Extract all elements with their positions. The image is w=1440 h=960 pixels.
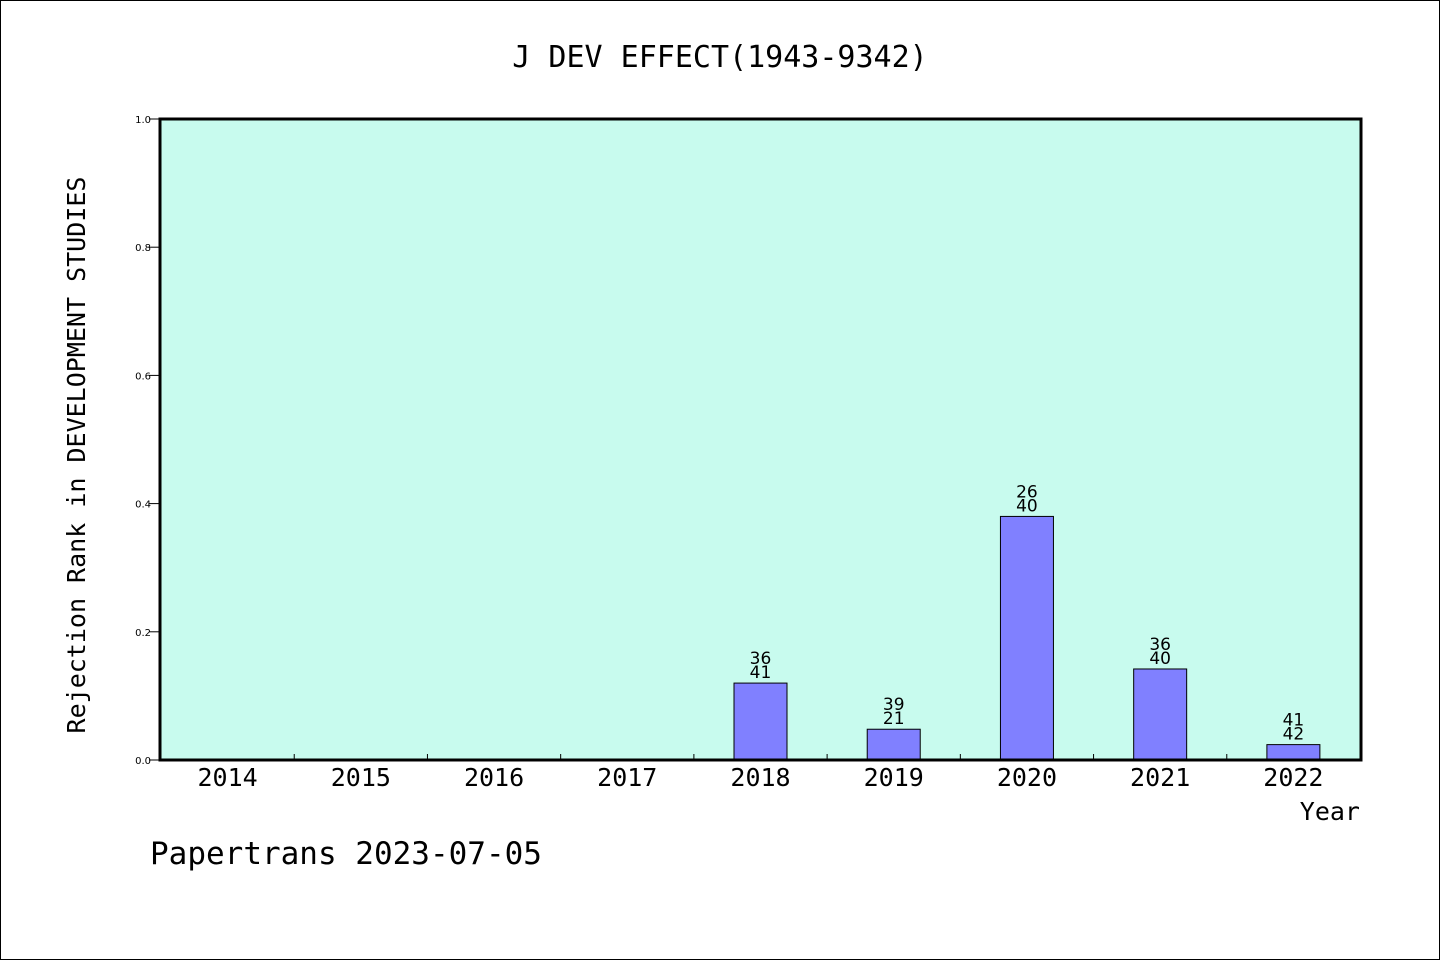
bar <box>733 682 788 761</box>
x-tick-label: 2020 <box>997 763 1057 792</box>
y-tick-label: 0.8 <box>135 243 151 254</box>
bar-label-bottom: 21 <box>883 709 905 729</box>
bar-label-top: 36 <box>1149 635 1171 655</box>
bar-label-bottom: 40 <box>1016 496 1038 516</box>
y-tick-label: 0.0 <box>135 756 151 767</box>
bar <box>999 515 1054 761</box>
plot-area <box>160 119 1361 760</box>
plot-border <box>158 117 1363 762</box>
x-tick-label: 2016 <box>464 763 524 792</box>
y-tick-label: 0.4 <box>135 500 151 511</box>
x-tick-label: 2021 <box>1130 763 1190 792</box>
bar-label-bottom: 41 <box>750 663 772 683</box>
bar <box>866 728 921 761</box>
x-tick-label: 2022 <box>1263 763 1323 792</box>
x-tick-label: 2018 <box>730 763 790 792</box>
x-tick-label: 2014 <box>198 763 258 792</box>
x-tick-label: 2015 <box>331 763 391 792</box>
x-axis: 2014 2015 2016 2017 2018 2019 2020 2021 2022 <box>198 754 1323 792</box>
bar-label-top: 36 <box>750 649 772 669</box>
x-axis-label: Year <box>1300 797 1360 826</box>
bar-label-bottom: 40 <box>1149 649 1171 669</box>
bar-label-top: 39 <box>883 695 905 715</box>
y-tick-label: 0.2 <box>135 628 151 639</box>
y-axis: 0.0 0.2 0.4 0.6 0.8 1.0 <box>135 115 160 767</box>
x-tick-label: 2017 <box>597 763 657 792</box>
y-tick-label: 0.6 <box>135 371 151 382</box>
y-tick-label: 1.0 <box>135 115 151 126</box>
bar-label-top: 26 <box>1016 482 1038 502</box>
x-tick-label: 2019 <box>864 763 924 792</box>
chart-title: J DEV EFFECT(1943-9342) <box>512 40 927 75</box>
y-axis-label: Rejection Rank in DEVELOPMENT STUDIES <box>62 177 91 734</box>
bar <box>1266 744 1321 761</box>
bars-group <box>733 515 1321 761</box>
bar-label-bottom: 42 <box>1283 725 1305 745</box>
footer-text: Papertrans 2023-07-05 <box>150 836 542 872</box>
bar <box>1133 668 1188 761</box>
bar-label-top: 41 <box>1283 711 1305 731</box>
